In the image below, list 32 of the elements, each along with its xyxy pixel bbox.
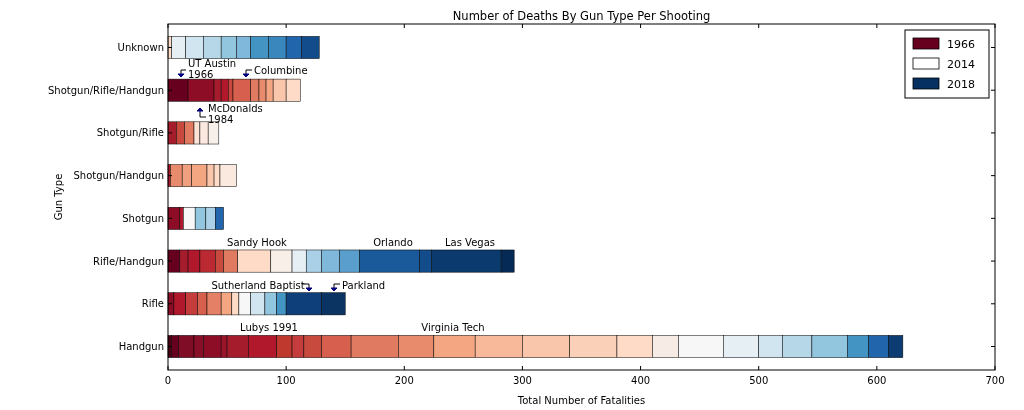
legend-label: 2014: [947, 58, 975, 71]
annotation: Las Vegas: [445, 237, 495, 248]
y-tick-label: Rifle/Handgun: [93, 255, 164, 267]
x-tick-label: 300: [512, 375, 532, 386]
annotation: Sutherland Baptist: [211, 280, 305, 291]
y-tick-label: Shotgun/Rifle: [96, 127, 164, 139]
annotation: UT Austin 1966: [188, 58, 237, 80]
annotation: Columbine: [254, 65, 308, 76]
annotation: Lubys 1991: [240, 322, 298, 333]
x-tick-label: 200: [394, 375, 414, 386]
y-axis-title: Gun Type: [53, 173, 64, 221]
x-tick-label: 500: [749, 375, 769, 386]
annotation: McDonalds 1984: [208, 103, 263, 125]
x-tick-label: 100: [276, 375, 296, 386]
y-tick-label: Shotgun/Handgun: [73, 170, 164, 182]
x-tick-label: 600: [867, 375, 887, 386]
y-tick-label: Shotgun/Rifle/Handgun: [47, 84, 164, 96]
legend-label: 1966: [947, 38, 975, 51]
y-tick-label: Unknown: [117, 41, 164, 53]
annotation: Parkland: [342, 280, 386, 291]
chart-title: Number of Deaths By Gun Type Per Shooting: [452, 9, 711, 23]
y-tick-label: Rifle: [141, 298, 164, 310]
y-tick-label: Handgun: [118, 341, 164, 353]
x-axis-title: Total Number of Fatalities: [516, 395, 646, 406]
y-tick-label: Shotgun: [122, 212, 164, 224]
annotation: Virginia Tech: [421, 322, 485, 333]
x-tick-label: 0: [164, 375, 172, 386]
annotation: Sandy Hook: [227, 237, 288, 248]
annotation: Orlando: [373, 237, 413, 248]
x-tick-label: 400: [631, 375, 651, 386]
x-tick-label: 700: [985, 375, 1005, 386]
legend-label: 2018: [947, 78, 975, 91]
